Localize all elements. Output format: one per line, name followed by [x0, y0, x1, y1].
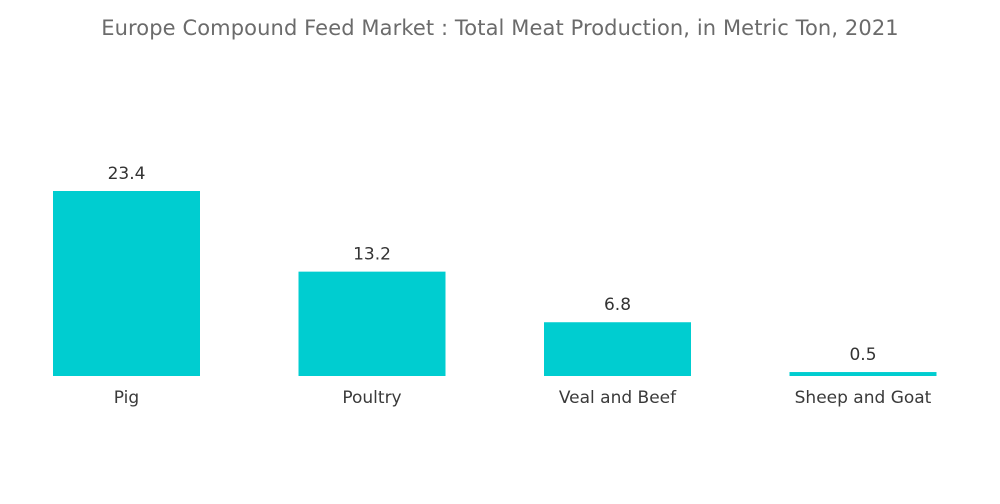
bar-poultry [298, 271, 446, 376]
bars-group [53, 191, 937, 376]
category-label: Poultry [342, 388, 401, 408]
value-labels-group: 23.4 13.2 6.8 0.5 [108, 164, 877, 365]
value-label: 13.2 [353, 245, 391, 265]
category-label: Pig [114, 388, 139, 408]
bar-pig [53, 191, 200, 376]
bar-veal-and-beef [544, 322, 691, 376]
bar-sheep-and-goat [789, 372, 937, 376]
category-label: Veal and Beef [559, 388, 677, 408]
value-label: 23.4 [108, 164, 146, 184]
category-label: Sheep and Goat [795, 388, 932, 408]
value-label: 0.5 [849, 345, 876, 365]
chart-title: Europe Compound Feed Market : Total Meat… [101, 16, 899, 40]
category-labels-group: Pig Poultry Veal and Beef Sheep and Goat [114, 388, 932, 408]
value-label: 6.8 [604, 295, 631, 315]
